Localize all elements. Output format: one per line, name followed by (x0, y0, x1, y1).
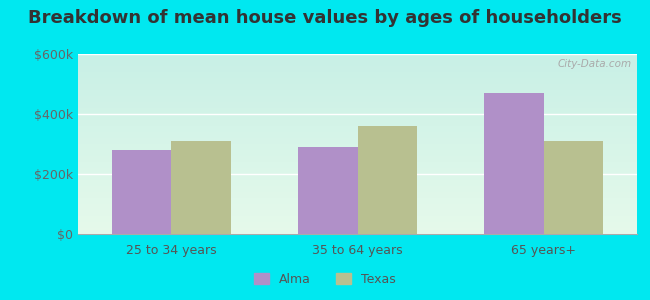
Legend: Alma, Texas: Alma, Texas (249, 268, 401, 291)
Bar (171, 141, 231, 234)
Bar (484, 93, 544, 234)
Text: Breakdown of mean house values by ages of householders: Breakdown of mean house values by ages o… (28, 9, 622, 27)
Bar (112, 150, 171, 234)
Bar (544, 141, 603, 234)
Text: City-Data.com: City-Data.com (557, 59, 631, 69)
Bar (358, 126, 417, 234)
Bar (298, 147, 358, 234)
